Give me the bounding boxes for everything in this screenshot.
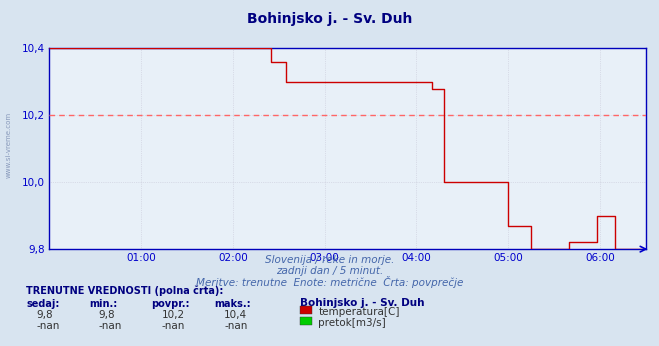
Text: -nan: -nan	[161, 321, 185, 331]
Text: Meritve: trenutne  Enote: metrične  Črta: povprečje: Meritve: trenutne Enote: metrične Črta: …	[196, 276, 463, 288]
Text: -nan: -nan	[224, 321, 247, 331]
Text: maks.:: maks.:	[214, 299, 251, 309]
Text: www.si-vreme.com: www.si-vreme.com	[5, 112, 12, 179]
Text: sedaj:: sedaj:	[26, 299, 60, 309]
Text: povpr.:: povpr.:	[152, 299, 190, 309]
Text: zadnji dan / 5 minut.: zadnji dan / 5 minut.	[276, 266, 383, 276]
Text: TRENUTNE VREDNOSTI (polna črta):: TRENUTNE VREDNOSTI (polna črta):	[26, 285, 224, 296]
Text: Bohinjsko j. - Sv. Duh: Bohinjsko j. - Sv. Duh	[247, 12, 412, 26]
Text: pretok[m3/s]: pretok[m3/s]	[318, 318, 386, 328]
Text: -nan: -nan	[99, 321, 122, 331]
Text: 9,8: 9,8	[36, 310, 53, 320]
Text: temperatura[C]: temperatura[C]	[318, 307, 400, 317]
Text: Slovenija / reke in morje.: Slovenija / reke in morje.	[265, 255, 394, 265]
Text: 10,4: 10,4	[224, 310, 247, 320]
Text: 9,8: 9,8	[99, 310, 115, 320]
Text: 10,2: 10,2	[161, 310, 185, 320]
Text: -nan: -nan	[36, 321, 59, 331]
Text: min.:: min.:	[89, 299, 117, 309]
Text: Bohinjsko j. - Sv. Duh: Bohinjsko j. - Sv. Duh	[300, 298, 424, 308]
